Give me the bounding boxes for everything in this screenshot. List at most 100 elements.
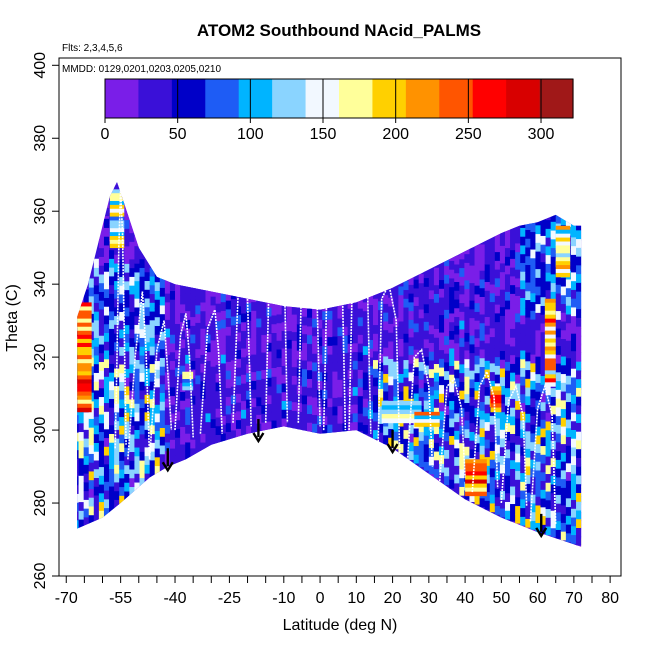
curtain-cell <box>510 275 516 286</box>
curtain-cell <box>570 350 577 360</box>
curtain-cell <box>423 295 430 305</box>
curtain-cell <box>423 286 430 296</box>
curtain-cell <box>77 520 582 530</box>
curtain-cell <box>398 312 404 322</box>
curtain-cell <box>367 365 374 376</box>
curtain-cell <box>119 267 125 277</box>
curtain-cell <box>144 289 151 299</box>
curtain-cell <box>103 455 110 465</box>
curtain-cell <box>159 462 166 472</box>
curtain-cell <box>520 498 526 509</box>
curtain-cell <box>423 330 430 340</box>
curtain-cell <box>205 299 211 309</box>
curtain-cell <box>225 361 232 371</box>
curtain-cell <box>520 446 526 456</box>
curtain-cell <box>149 424 156 435</box>
curtain-cell <box>129 451 135 461</box>
curtain-cell <box>540 489 546 499</box>
curtain-cell <box>525 509 531 519</box>
enhanced-cell <box>77 318 92 324</box>
curtain-cell <box>413 445 420 455</box>
curtain-cell <box>98 352 105 363</box>
curtain-cell <box>154 395 161 405</box>
curtain-cell <box>464 306 470 316</box>
curtain-cell <box>403 333 409 343</box>
curtain-cell <box>565 497 572 508</box>
curtain-cell <box>576 291 582 301</box>
curtain-cell <box>109 328 115 338</box>
enhanced-cell <box>490 399 502 404</box>
curtain-cell <box>535 356 541 366</box>
curtain-cell <box>520 271 526 281</box>
enhanced-cell <box>109 232 125 237</box>
curtain-cell <box>545 237 552 247</box>
curtain-cell <box>479 322 486 332</box>
curtain-cell <box>535 426 541 436</box>
curtain-cell <box>545 289 552 299</box>
curtain-cell <box>545 245 552 256</box>
x-tick-label: 30 <box>420 590 438 607</box>
enhanced-cell <box>544 322 556 328</box>
curtain-cell <box>327 319 333 329</box>
curtain-cell <box>175 314 181 324</box>
curtain-cell <box>88 444 95 454</box>
y-tick-label: 380 <box>32 125 49 152</box>
curtain-cell <box>515 348 521 358</box>
curtain-cell <box>449 295 455 305</box>
curtain-cell <box>169 430 176 440</box>
curtain-cell <box>408 442 415 452</box>
curtain-cell <box>225 422 232 432</box>
curtain-cell <box>134 254 140 264</box>
curtain-cell <box>525 378 531 388</box>
curtain-cell <box>484 386 491 396</box>
curtain-cell <box>438 428 445 438</box>
curtain-cell <box>418 291 425 301</box>
enhanced-cell <box>465 467 487 472</box>
curtain-cell <box>428 351 435 361</box>
curtain-cell <box>560 452 567 462</box>
curtain-cell <box>266 403 272 413</box>
curtain-cell <box>494 365 501 375</box>
curtain-cell <box>565 401 572 411</box>
curtain-cell <box>535 251 541 261</box>
curtain-cell <box>129 425 135 435</box>
curtain-cell <box>459 320 465 330</box>
curtain-cell <box>393 431 399 441</box>
x-tick-label: -10 <box>272 590 295 607</box>
curtain-cell <box>474 399 480 409</box>
curtain-cell <box>88 506 95 516</box>
curtain-cell <box>499 236 506 246</box>
curtain-cell <box>372 368 379 378</box>
curtain-cell <box>149 433 156 443</box>
curtain-cell <box>144 411 151 422</box>
curtain-cell <box>398 391 404 401</box>
curtain-cell <box>454 430 460 440</box>
curtain-cell <box>266 359 272 370</box>
curtain-cell <box>98 457 105 468</box>
curtain-cell <box>210 392 217 402</box>
curtain-cell <box>88 462 95 472</box>
curtain-cell <box>312 344 318 354</box>
curtain-cell <box>418 282 425 293</box>
curtain-cell <box>246 425 252 435</box>
curtain-cell <box>291 410 298 420</box>
curtain-cell <box>337 414 343 424</box>
flight-trace <box>114 189 127 449</box>
curtain-cell <box>555 310 562 320</box>
curtain-cell <box>129 223 135 234</box>
curtain-cell <box>444 353 450 363</box>
curtain-cell <box>109 275 115 286</box>
curtain-cell <box>256 388 262 398</box>
curtain-cell <box>540 471 546 482</box>
curtain-cell <box>560 329 567 340</box>
curtain-cell <box>169 448 176 458</box>
curtain-cell <box>545 394 552 404</box>
curtain-cell <box>489 503 496 513</box>
curtain-cell <box>388 297 394 307</box>
curtain-cell <box>291 322 298 333</box>
curtain-cell <box>489 380 496 390</box>
curtain-cell <box>78 440 85 450</box>
curtain-cell <box>428 395 435 405</box>
curtain-cell <box>530 345 536 355</box>
curtain-cell <box>413 296 420 306</box>
